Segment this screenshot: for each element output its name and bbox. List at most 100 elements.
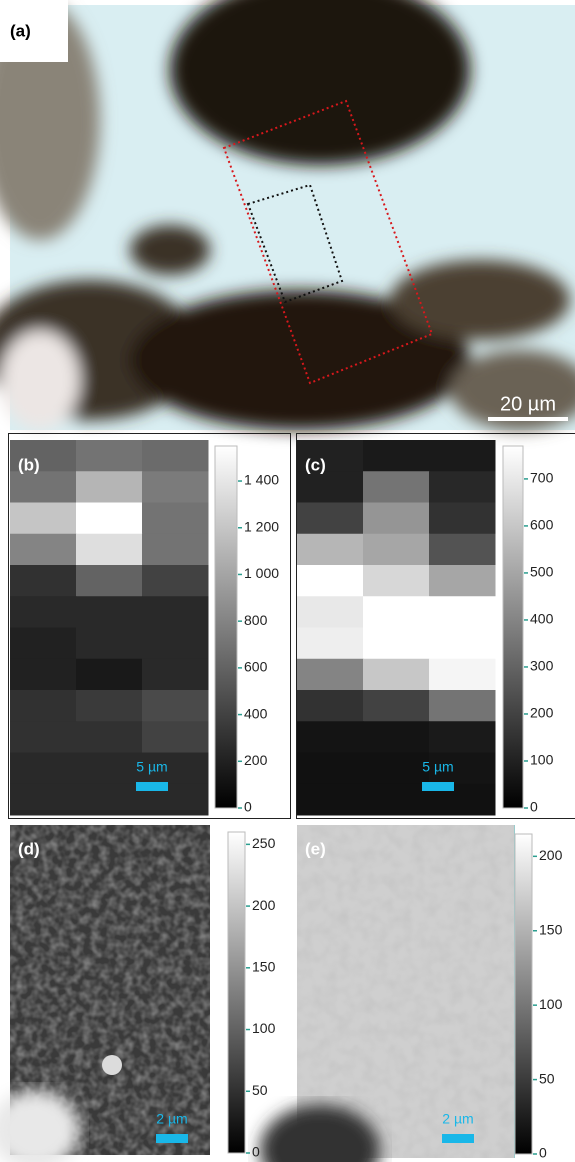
pixel — [429, 658, 496, 691]
pixel — [297, 502, 364, 535]
pixel — [429, 690, 496, 722]
pixel — [10, 565, 77, 597]
colorbar — [227, 831, 246, 1154]
scale-bar — [422, 782, 454, 791]
pixel — [297, 627, 364, 660]
colorbar-tick-label: 200 — [530, 705, 554, 721]
pixel — [363, 565, 430, 597]
colorbar-tick-label: 200 — [244, 752, 268, 768]
pixel — [10, 471, 77, 503]
pixel — [142, 627, 209, 660]
pixel — [429, 502, 496, 535]
colorbar-tick-label: 300 — [530, 658, 554, 674]
colorbar — [502, 445, 524, 809]
colorbar-tick-label: 1 400 — [244, 472, 279, 488]
colorbar-tick-label: 150 — [539, 921, 563, 937]
pixel — [429, 565, 496, 597]
colorbar-tick-label: 400 — [244, 705, 268, 721]
pixel — [363, 752, 430, 785]
pixel — [10, 752, 77, 785]
pixel — [76, 533, 143, 566]
pixel — [363, 783, 430, 816]
pixel — [429, 721, 496, 753]
pixel — [76, 440, 143, 472]
micrograph — [0, 825, 210, 1162]
pixel — [76, 690, 143, 722]
pixel — [429, 471, 496, 503]
colorbar-tick-label: 500 — [530, 564, 554, 580]
panel-frame — [296, 433, 575, 819]
scale-bar-label: 20 µm — [500, 393, 556, 415]
pixel — [142, 596, 209, 628]
pixel — [363, 440, 430, 472]
pixel — [142, 440, 209, 472]
pixel — [297, 565, 364, 597]
scale-bar-label: 2 µm — [442, 1111, 473, 1127]
pixel — [10, 721, 77, 753]
scale-bar — [442, 1134, 474, 1143]
pixel — [10, 690, 77, 722]
pixel — [10, 627, 77, 660]
panel-label: (c) — [305, 455, 326, 474]
pixel — [429, 533, 496, 566]
pixel — [76, 471, 143, 503]
pixel — [76, 752, 143, 785]
pixel — [297, 721, 364, 753]
panel-label: (e) — [305, 839, 326, 858]
pixel — [76, 565, 143, 597]
pixel — [76, 658, 143, 691]
pixel — [429, 752, 496, 785]
pixel — [363, 658, 430, 691]
pixel — [297, 690, 364, 722]
label-box — [0, 0, 68, 62]
colorbar-tick-label: 50 — [539, 1070, 555, 1086]
scale-bar — [156, 1134, 188, 1143]
colorbar-tick-label: 0 — [530, 799, 538, 815]
colorbar-tick-label: 100 — [530, 752, 554, 768]
pixel — [363, 627, 430, 660]
pixel — [142, 533, 209, 566]
pixel — [76, 502, 143, 535]
pixel — [76, 596, 143, 628]
colorbar-tick-label: 200 — [539, 847, 563, 863]
colorbar-tick-label: 0 — [244, 799, 252, 815]
colorbar — [214, 445, 238, 809]
pixel — [363, 690, 430, 722]
colorbar-tick-label: 200 — [252, 897, 276, 913]
colorbar-tick-label: 400 — [530, 611, 554, 627]
colorbar-tick-label: 0 — [252, 1144, 260, 1160]
colorbar-tick-label: 150 — [252, 959, 276, 975]
colorbar-tick-label: 250 — [252, 835, 276, 851]
colorbar-tick-label: 1 200 — [244, 518, 279, 534]
pixel — [297, 783, 364, 816]
micrograph — [260, 825, 515, 1162]
panel-frame — [8, 433, 291, 819]
pixel — [10, 440, 77, 472]
pixel — [76, 783, 143, 816]
scale-bar — [136, 782, 168, 791]
pixel — [142, 502, 209, 535]
pixel — [297, 533, 364, 566]
colorbar-tick-label: 100 — [539, 996, 563, 1012]
pixel — [10, 596, 77, 628]
pixel — [297, 596, 364, 628]
colorbar-tick-label: 1 000 — [244, 565, 279, 581]
pixel — [142, 752, 209, 785]
pixel — [363, 471, 430, 503]
micrograph — [0, 0, 575, 430]
pixel — [363, 596, 430, 628]
colorbar-tick-label: 700 — [530, 470, 554, 486]
pixel — [142, 721, 209, 753]
pixel — [297, 440, 364, 472]
pixel — [142, 565, 209, 597]
scale-bar-label: 5 µm — [136, 759, 167, 775]
pixel — [142, 471, 209, 503]
colorbar-tick-label: 600 — [530, 517, 554, 533]
panel-label: (a) — [10, 21, 31, 40]
colorbar-tick-label: 50 — [252, 1082, 268, 1098]
pixel — [10, 783, 77, 816]
pixel — [142, 658, 209, 691]
pixel — [363, 502, 430, 535]
colorbar-tick-label: 600 — [244, 659, 268, 675]
